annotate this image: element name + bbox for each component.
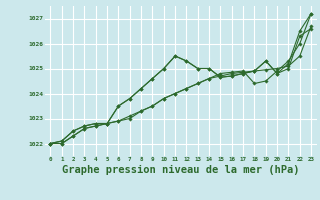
X-axis label: Graphe pression niveau de la mer (hPa): Graphe pression niveau de la mer (hPa)	[62, 165, 300, 175]
